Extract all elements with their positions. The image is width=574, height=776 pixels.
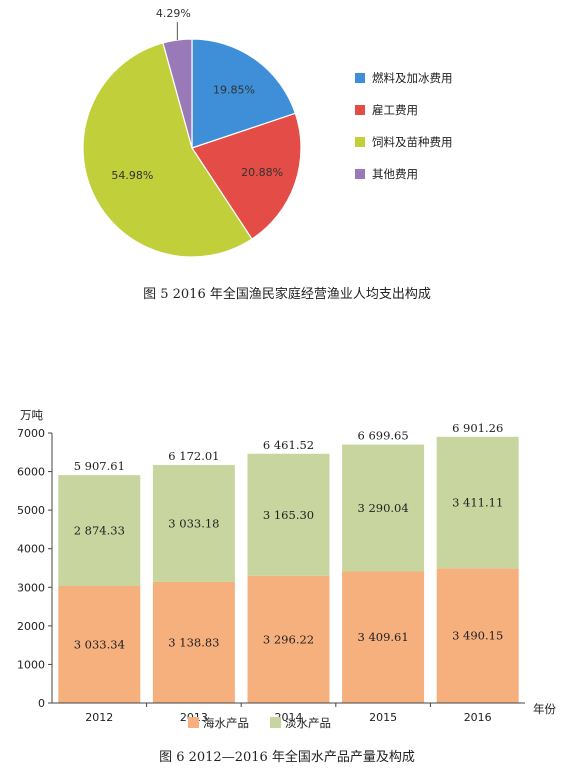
figure6-caption: 图 6 2012—2016 年全国水产品产量及构成 [159,749,415,765]
y-tick-label: 2000 [17,620,45,633]
legend-swatch [188,717,199,728]
bar-value-label: 3 490.15 [452,629,503,643]
bar-value-label: 3 409.61 [357,630,408,644]
pie-labels: 19.85% 20.88% 54.98% 4.29% [111,7,283,182]
bar-value-label: 2 874.33 [74,524,125,538]
x-tick-label: 2014 [275,711,303,724]
legend-swatch [355,169,365,179]
bar-segment-freshwater [152,464,235,582]
x-tick-label: 2016 [464,711,492,724]
bar-total-label: 5 907.61 [74,459,125,473]
pie-slice-label: 4.29% [156,7,191,20]
y-tick-label: 4000 [17,543,45,556]
bar-segment-marine [342,571,425,703]
pie-slice-label: 19.85% [213,84,255,97]
x-tick-label: 2012 [85,711,113,724]
figure5-caption: 图 5 2016 年全国渔民家庭经营渔业人均支出构成 [143,286,431,302]
x-tick-label: 2015 [369,711,397,724]
bar-segment-freshwater [247,453,330,576]
bar-segment-marine [436,568,519,703]
bar-value-label: 3 138.83 [168,635,219,649]
y-tick-label: 7000 [17,427,45,440]
y-axis: 0 1000 2000 3000 4000 5000 6000 7000 [17,427,53,710]
bar-value-label: 3 033.18 [168,516,219,530]
bar-value-label: 3 296.22 [263,632,314,646]
y-tick-label: 0 [38,697,45,710]
legend-label: 淡水产品 [285,716,331,730]
bar-value-label: 3 411.11 [452,496,503,510]
legend-swatch [355,137,365,147]
bar-segment-freshwater [58,475,141,586]
bar-value-label: 3 165.30 [263,508,314,522]
bar-total-label: 6 172.01 [168,449,219,463]
bar-figure: 万吨 0 1000 2000 3000 4000 5000 6000 7000 3 033.3… [17,408,556,765]
pie-slice-label: 20.88% [241,166,283,179]
bar-total-label: 6 461.52 [263,438,314,452]
x-axis-title: 年份 [533,702,556,716]
bars: 3 033.34 2 874.33 5 907.61 3 138.83 3 033.18… [58,421,519,703]
bar-segment-freshwater [342,444,425,572]
legend-label: 雇工费用 [372,103,418,117]
bar-total-label: 6 901.26 [452,421,503,435]
legend-swatch [355,105,365,115]
bar-segment-marine [58,585,141,703]
y-tick-label: 6000 [17,466,45,479]
bar-total-label: 6 699.65 [357,429,408,443]
y-tick-label: 5000 [17,504,45,517]
pie-slices [82,38,302,258]
y-tick-label: 3000 [17,581,45,594]
y-axis-title: 万吨 [20,408,43,422]
pie-slice [191,38,297,149]
bar-value-label: 3 033.34 [74,637,125,651]
pie-slice [82,42,253,258]
pie-slice-label: 54.98% [111,169,153,182]
y-tick-label: 1000 [17,658,45,671]
bar-segment-marine [152,581,235,703]
pie-figure: 19.85% 20.88% 54.98% 4.29% 燃料及加冰费用雇工费用饲料及苗种… [82,7,453,302]
bar-segment-marine [247,575,330,703]
bar-segment-freshwater [436,436,519,569]
legend-label: 海水产品 [203,716,249,730]
pie-slice [191,112,302,240]
pie-slice [162,38,193,149]
bar-legend: 海水产品 淡水产品 [188,716,331,730]
legend-swatch [355,73,365,83]
bar-value-label: 3 290.04 [357,501,408,515]
legend-label: 饲料及苗种费用 [372,135,453,149]
legend-label: 其他费用 [372,167,418,181]
legend-label: 燃料及加冰费用 [372,71,453,85]
legend-swatch [270,717,281,728]
